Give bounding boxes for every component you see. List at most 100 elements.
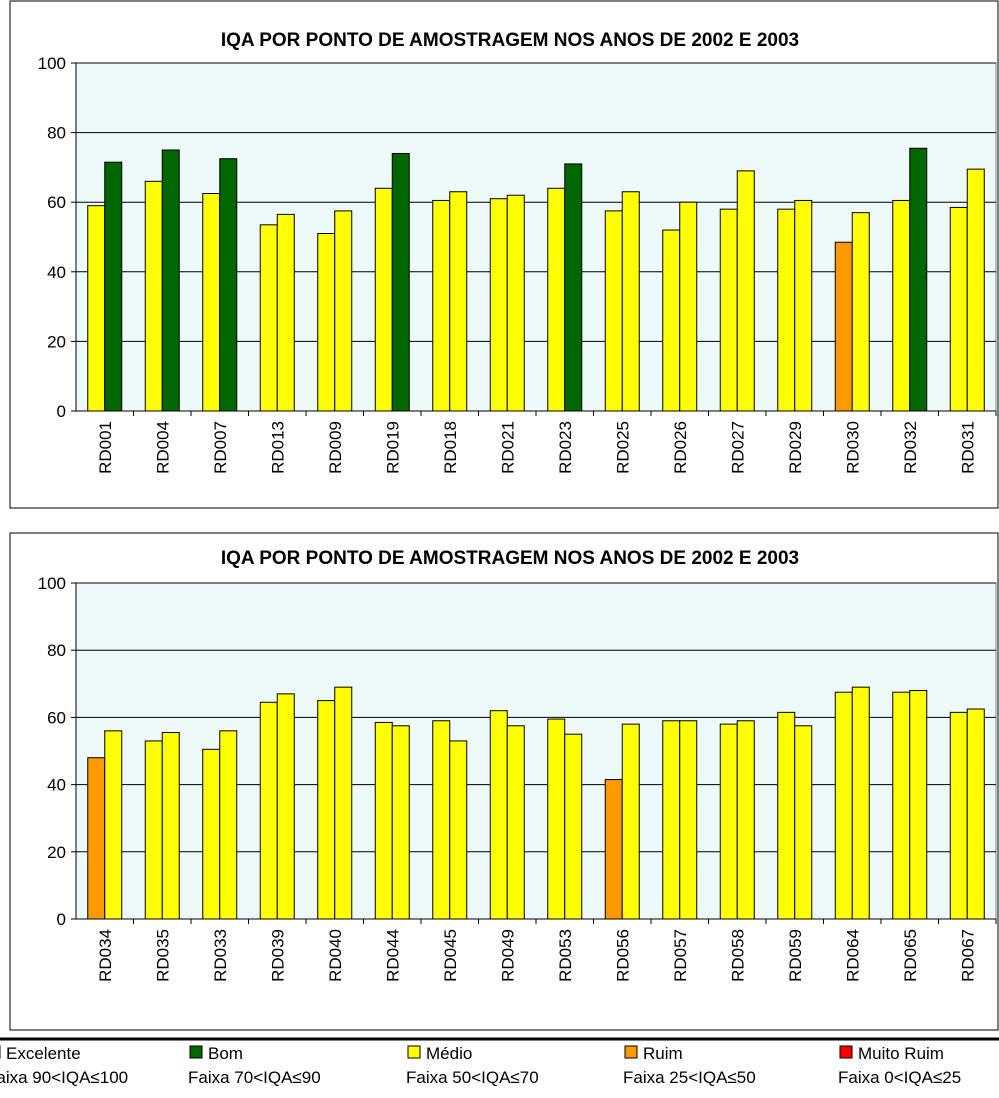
y-tick-label: 80 [47, 124, 66, 143]
bar [662, 229, 681, 412]
x-tick-label: RD044 [383, 929, 402, 982]
bar [736, 170, 755, 412]
bar [432, 720, 451, 920]
bar [202, 193, 221, 412]
bar [317, 700, 336, 920]
x-tick-label: RD018 [441, 421, 460, 474]
y-tick-label: 20 [47, 843, 66, 862]
bar [949, 711, 968, 920]
bar [621, 191, 640, 412]
bar [489, 198, 508, 412]
legend-label: Bom [208, 1044, 243, 1063]
x-tick-label: RD009 [326, 421, 345, 474]
x-tick-label: RD033 [211, 929, 230, 982]
chart-title: IQA POR PONTO DE AMOSTRAGEM NOS ANOS DE … [221, 548, 799, 569]
y-tick-label: 0 [57, 402, 66, 421]
x-tick-label: RD067 [958, 929, 977, 982]
bar [334, 686, 353, 920]
x-tick-label: RD040 [326, 929, 345, 982]
bar [432, 199, 451, 412]
bar [909, 147, 928, 412]
bar [949, 206, 968, 412]
bar [219, 730, 238, 920]
bar [391, 725, 410, 920]
x-tick-label: RD064 [843, 929, 862, 982]
x-tick-label: RD031 [958, 421, 977, 474]
bar [719, 723, 738, 920]
bar [547, 718, 566, 920]
bar [161, 149, 180, 412]
bar [834, 691, 853, 920]
bar [104, 161, 123, 412]
legend-range: Faixa 25<IQA≤50 [623, 1068, 756, 1087]
legend-label: Médio [426, 1044, 472, 1063]
legend-swatch [407, 1045, 421, 1059]
bar [276, 213, 295, 412]
y-tick-label: 60 [47, 708, 66, 727]
x-tick-label: RD026 [671, 421, 690, 474]
x-tick-label: RD001 [96, 421, 115, 474]
x-tick-label: RD013 [268, 421, 287, 474]
x-tick-label: RD027 [728, 421, 747, 474]
x-tick-label: RD034 [96, 929, 115, 982]
bar [679, 720, 698, 920]
legend-label: Excelente [6, 1044, 81, 1063]
bar [604, 779, 623, 920]
legend-range: Faixa 0<IQA≤25 [838, 1068, 961, 1087]
x-tick-label: RD056 [613, 929, 632, 982]
bar [202, 748, 221, 920]
bar [794, 199, 813, 412]
bar [391, 152, 410, 412]
x-tick-label: RD059 [786, 929, 805, 982]
x-tick-label: RD049 [498, 929, 517, 982]
bar [604, 210, 623, 412]
bar [564, 163, 583, 412]
legend-range: Faixa 90<IQA≤100 [0, 1068, 128, 1087]
legend-swatch [189, 1045, 203, 1059]
x-tick-label: RD035 [153, 929, 172, 982]
x-tick-label: RD058 [728, 929, 747, 982]
bar [834, 241, 853, 412]
bar [564, 733, 583, 920]
chart-title: IQA POR PONTO DE AMOSTRAGEM NOS ANOS DE … [221, 30, 799, 51]
y-tick-label: 80 [47, 641, 66, 660]
bar [161, 732, 180, 920]
legend-range: Faixa 70<IQA≤90 [188, 1068, 321, 1087]
bar [449, 191, 468, 412]
x-tick-label: RD023 [556, 421, 575, 474]
x-tick-label: RD029 [786, 421, 805, 474]
bar [104, 730, 123, 920]
bar [679, 201, 698, 412]
bar [334, 210, 353, 412]
bar [506, 725, 525, 920]
x-tick-label: RD032 [901, 421, 920, 474]
bar [144, 180, 163, 412]
bar [892, 199, 911, 412]
bar [794, 725, 813, 920]
x-tick-label: RD019 [383, 421, 402, 474]
bar [87, 757, 106, 920]
legend-swatch [839, 1045, 853, 1059]
bar [966, 168, 985, 412]
bar [374, 187, 393, 412]
legend-range: Faixa 50<IQA≤70 [406, 1068, 539, 1087]
x-tick-label: RD025 [613, 421, 632, 474]
bar [777, 208, 796, 412]
x-tick-label: RD021 [498, 421, 517, 474]
y-tick-label: 100 [38, 54, 66, 73]
y-tick-label: 40 [47, 263, 66, 282]
bar [719, 208, 738, 412]
x-tick-label: RD057 [671, 929, 690, 982]
bar [87, 205, 106, 412]
bar [144, 740, 163, 920]
bar [851, 212, 870, 412]
y-tick-label: 100 [38, 574, 66, 593]
x-tick-label: RD065 [901, 929, 920, 982]
bar [892, 691, 911, 920]
x-tick-label: RD039 [268, 929, 287, 982]
bar [777, 711, 796, 920]
x-tick-label: RD004 [153, 421, 172, 474]
bar [449, 740, 468, 920]
x-tick-label: RD053 [556, 929, 575, 982]
bar [909, 690, 928, 920]
